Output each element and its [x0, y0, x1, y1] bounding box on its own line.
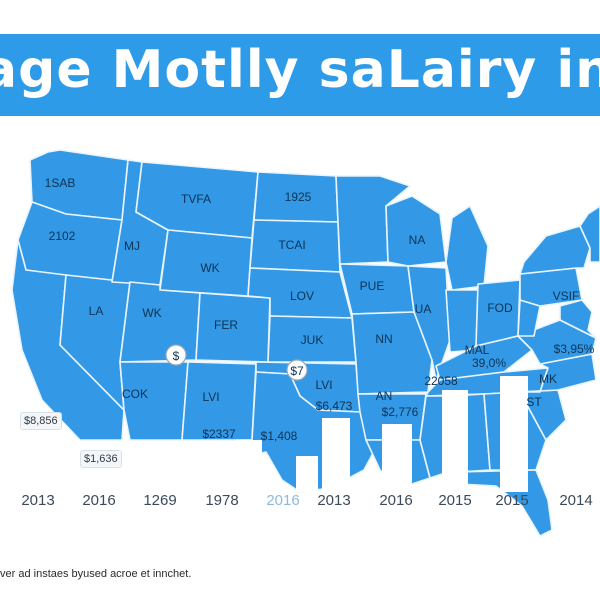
x-tick: 2016	[379, 492, 413, 509]
map-label: ST	[526, 395, 542, 409]
map-label: VSIF	[553, 289, 580, 303]
state-michigan	[445, 205, 489, 291]
map-label: TVFA	[181, 192, 211, 206]
x-tick: 2016	[82, 492, 116, 509]
overlay-bars	[236, 376, 528, 492]
map-label: 2102	[49, 229, 76, 243]
state-wisconsin	[385, 195, 447, 267]
map-label: NA	[409, 233, 426, 247]
map-label: MK	[539, 372, 557, 386]
x-tick: 2015	[495, 492, 529, 509]
map-label: $6,473	[316, 399, 353, 413]
map-label: $2,776	[382, 405, 419, 419]
state-new-york	[519, 225, 591, 275]
bar-label: $1,408	[261, 429, 298, 443]
map-label: MJ	[124, 239, 140, 253]
state-california	[11, 239, 125, 441]
x-tick: 1978	[205, 492, 239, 509]
map-label: $3,95%	[554, 342, 595, 356]
map-label: WK	[142, 306, 161, 320]
x-tick: 2016	[266, 492, 300, 509]
map-label: $	[173, 349, 180, 363]
map-label: LVI	[202, 390, 219, 404]
map-labels: 1SAB 2102 TVFA 1925 MJ TCAI WK NA PUE LO…	[45, 176, 595, 443]
bar	[236, 440, 262, 492]
map-label: $7	[290, 364, 304, 378]
map-label: NN	[375, 332, 392, 346]
x-axis: 2013 2016 1269 1978 2016 2013 2016 2015 …	[0, 492, 600, 514]
state-north-carolina	[519, 353, 597, 393]
x-tick: 2013	[317, 492, 351, 509]
map-label: MAL	[465, 343, 490, 357]
footnote: ver ad instaes byused acroe et innchet.	[0, 568, 192, 580]
map-label: AN	[376, 389, 393, 403]
title-banner: age Motlly saLairy in	[0, 34, 600, 116]
side-value-label: $8,856	[20, 412, 62, 430]
page-title: age Motlly saLairy in	[0, 40, 600, 100]
x-tick: 1269	[143, 492, 177, 509]
map-label: FER	[214, 318, 238, 332]
bar	[500, 376, 528, 492]
map-label: 1SAB	[45, 176, 76, 190]
state-new-england	[579, 205, 600, 263]
side-value-label: $1,636	[80, 450, 122, 468]
bar	[322, 418, 350, 492]
x-tick: 2015	[438, 492, 472, 509]
state-florida	[457, 469, 553, 537]
map-label: JUK	[301, 333, 324, 347]
map-label: LVI	[315, 378, 332, 392]
state-arizona	[119, 361, 189, 441]
map-label: 22058	[424, 374, 458, 388]
bar	[296, 456, 318, 492]
map-label: UA	[415, 302, 432, 316]
bar-label: $2337	[202, 427, 236, 441]
map-label: COK	[122, 387, 148, 401]
bar	[382, 424, 412, 492]
map-label: TCAI	[278, 238, 305, 252]
map-label: PUE	[360, 279, 385, 293]
state-maryland-nj	[559, 299, 597, 339]
map-label: 39,0%	[472, 356, 506, 370]
map-label: LOV	[290, 289, 314, 303]
price-marker-colorado: $	[165, 344, 187, 366]
x-tick: 2013	[21, 492, 55, 509]
x-tick: 2014	[559, 492, 593, 509]
map-label: FOD	[487, 301, 513, 315]
price-marker-oklahoma: $7	[286, 359, 308, 381]
map-label: WK	[200, 261, 219, 275]
bar	[442, 390, 468, 492]
state-utah	[119, 281, 201, 363]
map-label: LA	[89, 304, 104, 318]
map-label: 1925	[285, 190, 312, 204]
state-illinois	[407, 265, 451, 381]
